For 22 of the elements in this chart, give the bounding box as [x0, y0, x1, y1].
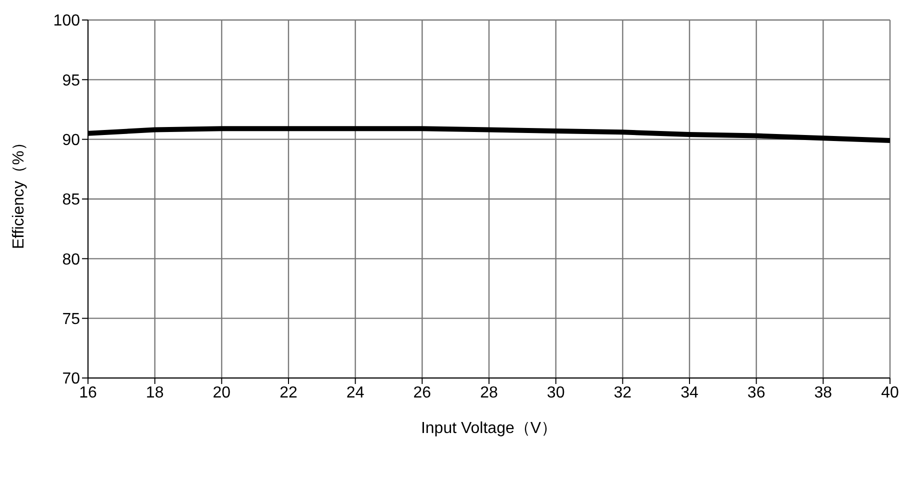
y-axis-title: Efficiency（%）	[10, 134, 28, 249]
y-tick-label: 90	[62, 132, 80, 150]
x-axis-title: Input Voltage（V）	[420, 420, 558, 437]
y-tick-label: 100	[53, 12, 80, 30]
x-tick-label: 36	[747, 384, 766, 402]
x-tick-label: 22	[280, 384, 298, 402]
x-tick-label: 34	[680, 384, 698, 402]
x-tick-label: 28	[480, 384, 498, 402]
x-tick-label: 40	[881, 384, 899, 402]
y-tick-label: 85	[62, 192, 80, 209]
x-tick-label: 18	[146, 384, 164, 402]
x-tick-label: 30	[546, 384, 565, 402]
x-tick-label: 26	[413, 384, 432, 402]
y-tick-label: 70	[62, 370, 80, 388]
x-tick-label: 24	[346, 384, 364, 402]
y-tick-label: 80	[62, 251, 80, 268]
x-tick-label: 32	[614, 384, 632, 402]
y-tick-label: 75	[62, 311, 80, 328]
x-tick-label: 16	[79, 384, 97, 402]
x-tick-label: 38	[814, 384, 832, 402]
y-tick-label: 95	[62, 72, 80, 90]
x-tick-label: 20	[212, 384, 231, 402]
